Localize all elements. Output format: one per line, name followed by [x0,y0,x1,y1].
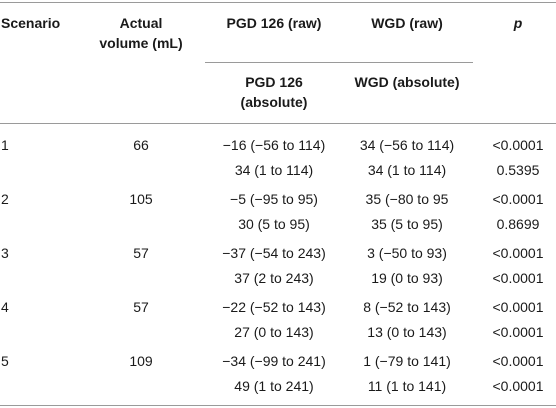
cell-scenario: 5 [1,353,9,369]
cell-wgd-absolute: 35 (5 to 95) [371,216,443,232]
cell-p-raw: <0.0001 [492,299,544,315]
cell-wgd-absolute: 34 (1 to 114) [367,162,447,178]
header-p: p [513,15,523,31]
cell-p-absolute: <0.0001 [492,270,544,286]
cell-pgd-absolute: 34 (1 to 114) [234,162,314,178]
cell-p-raw: <0.0001 [492,137,544,153]
header-wgd-raw: WGD (raw) [371,15,443,31]
header-wgd-absolute: WGD (absolute) [354,74,460,90]
header-actual-volume-line1: Actual [119,15,163,31]
cell-p-absolute: 0.8699 [496,216,540,232]
header-pgd-raw: PGD 126 (raw) [226,15,322,31]
header-pgd-absolute-line2: (absolute) [240,94,308,110]
cell-wgd-raw: 1 (−79 to 141) [363,353,451,369]
cell-p-absolute: <0.0001 [492,378,544,394]
cell-pgd-raw: −22 (−52 to 143) [222,299,326,315]
cell-wgd-raw: 35 (−80 to 95 [365,191,449,207]
cell-wgd-raw: 8 (−52 to 143) [363,299,451,315]
cell-wgd-absolute: 19 (0 to 93) [371,270,443,286]
cell-actual-volume: 57 [133,245,149,261]
cell-pgd-absolute: 27 (0 to 143) [234,324,314,340]
cell-wgd-absolute: 13 (0 to 143) [367,324,447,340]
cell-p-raw: <0.0001 [492,245,544,261]
header-scenario: Scenario [1,15,61,31]
cell-wgd-absolute: 11 (1 to 141) [367,378,447,394]
header-actual-volume-line2: volume (mL) [99,35,183,51]
cell-scenario: 1 [1,137,9,153]
cell-p-raw: <0.0001 [492,191,544,207]
cell-actual-volume: 66 [133,137,149,153]
cell-scenario: 4 [1,299,9,315]
cell-scenario: 2 [1,191,9,207]
header-subrule [205,62,473,63]
cell-pgd-raw: −5 (−95 to 95) [230,191,318,207]
header-pgd-absolute-line1: PGD 126 [245,74,303,90]
cell-pgd-raw: −37 (−54 to 243) [222,245,326,261]
header-bottom-rule [0,123,556,124]
cell-pgd-raw: −34 (−99 to 241) [222,353,326,369]
cell-pgd-absolute: 30 (5 to 95) [238,216,310,232]
cell-wgd-raw: 3 (−50 to 93) [367,245,447,261]
cell-p-raw: <0.0001 [492,353,544,369]
cell-pgd-absolute: 49 (1 to 241) [234,378,314,394]
table-top-rule [0,2,556,3]
cell-actual-volume: 109 [129,353,153,369]
table-bottom-rule [0,405,556,406]
cell-actual-volume: 57 [133,299,149,315]
cell-scenario: 3 [1,245,9,261]
cell-pgd-raw: −16 (−56 to 114) [222,137,326,153]
cell-p-absolute: <0.0001 [492,324,544,340]
cell-pgd-absolute: 37 (2 to 243) [234,270,314,286]
cell-p-absolute: 0.5395 [496,162,540,178]
cell-actual-volume: 105 [129,191,153,207]
cell-wgd-raw: 34 (−56 to 114) [359,137,455,153]
